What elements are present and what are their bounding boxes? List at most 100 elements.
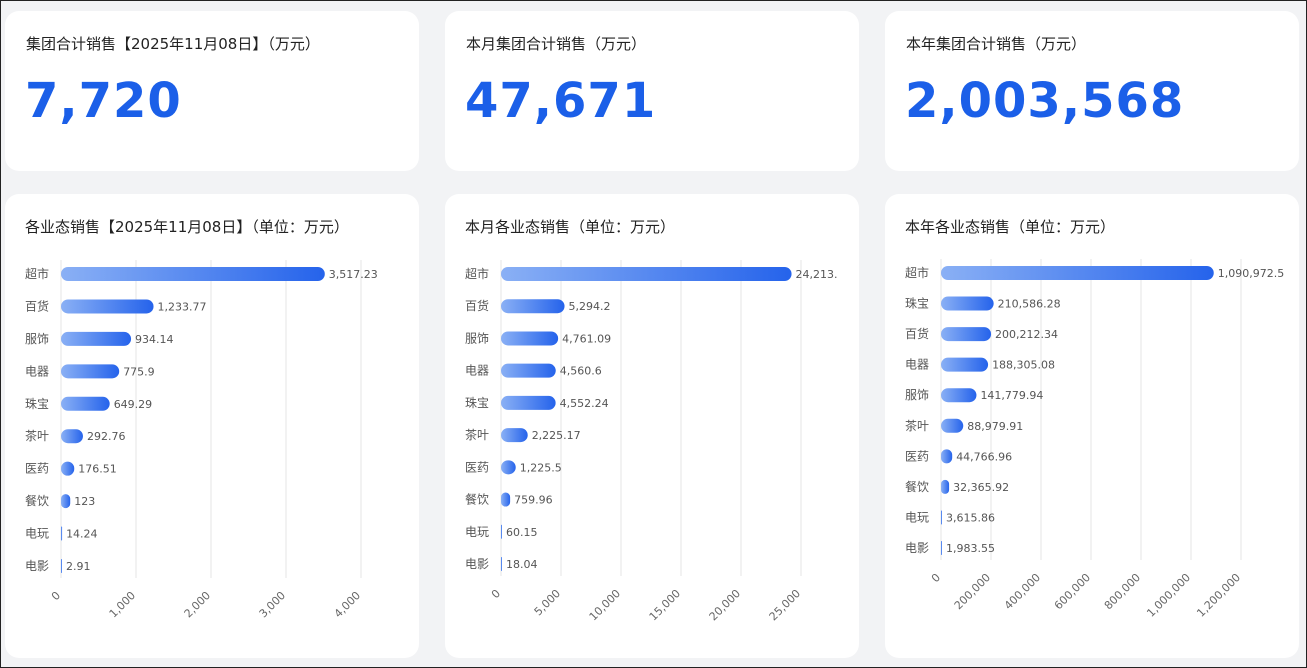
value-label: 32,365.92 bbox=[953, 481, 1009, 494]
value-label: 176.51 bbox=[78, 463, 117, 476]
category-label: 珠宝 bbox=[25, 397, 49, 411]
chart-card-monthly: 本月各业态销售（单位：万元） 0 5,000 10,000 15,000 20,000 2… bbox=[445, 194, 859, 658]
bar bbox=[61, 494, 71, 509]
bar bbox=[61, 267, 325, 281]
value-label: 4,560.6 bbox=[560, 365, 602, 378]
kpi-card-yearly: 本年集团合计销售（万元） 2,003,568 bbox=[885, 11, 1299, 171]
bar bbox=[61, 396, 110, 411]
chart-title: 本月各业态销售（单位：万元） bbox=[465, 218, 676, 236]
bar bbox=[61, 461, 75, 476]
bar bbox=[941, 479, 950, 494]
bar bbox=[501, 363, 556, 378]
bar bbox=[501, 299, 565, 314]
x-tick-label: 400,000 bbox=[1002, 571, 1043, 612]
category-label: 百货 bbox=[25, 298, 49, 313]
bar bbox=[941, 296, 994, 311]
value-label: 759.96 bbox=[514, 494, 553, 507]
value-label: 4,552.24 bbox=[560, 397, 609, 410]
category-label: 医药 bbox=[905, 449, 929, 463]
bar-chart: 0 5,000 10,000 15,000 20,000 25,000 超市 24,213. 百… bbox=[465, 260, 838, 623]
value-label: 44,766.96 bbox=[956, 450, 1012, 463]
kpi-value: 47,671 bbox=[465, 73, 657, 129]
x-tick-label: 200,000 bbox=[952, 571, 993, 612]
category-label: 超市 bbox=[905, 265, 929, 280]
category-label: 百货 bbox=[905, 326, 929, 341]
chart-card-yearly: 本年各业态销售（单位：万元） 0 200,000 400,000 600,000 800… bbox=[885, 194, 1299, 658]
value-label: 18.04 bbox=[506, 558, 538, 571]
x-tick-label: 5,000 bbox=[532, 587, 563, 618]
value-label: 1,233.77 bbox=[158, 300, 207, 313]
bar bbox=[941, 541, 942, 555]
category-label: 电影 bbox=[465, 557, 489, 571]
x-tick-label: 20,000 bbox=[707, 587, 743, 623]
x-tick-label: 1,200,000 bbox=[1194, 571, 1243, 620]
value-label: 123 bbox=[74, 495, 95, 508]
category-label: 超市 bbox=[465, 266, 489, 281]
bar bbox=[61, 526, 63, 541]
bar bbox=[61, 429, 83, 444]
category-label: 电器 bbox=[905, 358, 929, 372]
category-label: 餐饮 bbox=[905, 479, 929, 494]
category-label: 茶叶 bbox=[905, 418, 929, 433]
x-tick-label: 3,000 bbox=[257, 589, 288, 620]
value-label: 210,586.28 bbox=[998, 298, 1061, 311]
x-tick-label: 4,000 bbox=[332, 589, 363, 620]
x-tick-label: 0 bbox=[929, 571, 943, 585]
bar bbox=[61, 364, 120, 379]
kpi-title: 集团合计销售【2025年11月08日】（万元） bbox=[26, 35, 320, 53]
bar bbox=[61, 299, 154, 314]
category-label: 电影 bbox=[25, 559, 49, 573]
value-label: 2,225.17 bbox=[532, 429, 581, 442]
kpi-card-daily: 集团合计销售【2025年11月08日】（万元） 7,720 bbox=[5, 11, 419, 171]
bar bbox=[941, 327, 992, 342]
value-label: 14.24 bbox=[66, 528, 98, 541]
chart-title: 本年各业态销售（单位：万元） bbox=[905, 218, 1116, 236]
x-tick-label: 600,000 bbox=[1052, 571, 1093, 612]
bar bbox=[501, 460, 516, 475]
x-tick-label: 0 bbox=[49, 589, 63, 603]
kpi-value: 7,720 bbox=[25, 73, 182, 129]
bar bbox=[501, 557, 502, 571]
value-label: 934.14 bbox=[135, 333, 174, 346]
x-tick-label: 10,000 bbox=[587, 587, 623, 623]
value-label: 88,979.91 bbox=[967, 420, 1023, 433]
kpi-card-monthly: 本月集团合计销售（万元） 47,671 bbox=[445, 11, 859, 171]
value-label: 5,294.2 bbox=[569, 300, 611, 313]
bar bbox=[941, 510, 942, 525]
category-label: 电玩 bbox=[465, 525, 489, 539]
chart-title: 各业态销售【2025年11月08日】（单位：万元） bbox=[25, 218, 349, 236]
bar bbox=[941, 266, 1214, 280]
category-label: 服饰 bbox=[905, 388, 929, 402]
x-tick-label: 1,000,000 bbox=[1144, 571, 1193, 620]
category-label: 百货 bbox=[465, 298, 489, 313]
value-label: 2.91 bbox=[66, 560, 91, 573]
value-label: 188,305.08 bbox=[992, 359, 1055, 372]
category-label: 电玩 bbox=[905, 510, 929, 524]
x-tick-label: 800,000 bbox=[1102, 571, 1143, 612]
x-tick-label: 1,000 bbox=[107, 589, 138, 620]
category-label: 电影 bbox=[905, 541, 929, 555]
value-label: 4,761.09 bbox=[562, 332, 611, 345]
bar bbox=[501, 524, 502, 539]
value-label: 141,779.94 bbox=[980, 389, 1043, 402]
bar bbox=[941, 449, 953, 464]
bar-chart: 0 200,000 400,000 600,000 800,000 1,000,000 1,… bbox=[905, 259, 1284, 620]
category-label: 服饰 bbox=[25, 332, 49, 346]
bar bbox=[501, 395, 556, 410]
category-label: 珠宝 bbox=[905, 297, 929, 311]
x-tick-label: 25,000 bbox=[767, 587, 803, 623]
category-label: 医药 bbox=[465, 460, 489, 474]
value-label: 200,212.34 bbox=[995, 328, 1058, 341]
category-label: 餐饮 bbox=[465, 492, 489, 507]
chart-card-daily: 各业态销售【2025年11月08日】（单位：万元） 0 1,000 2,000 3,0… bbox=[5, 194, 419, 658]
value-label: 292.76 bbox=[87, 430, 126, 443]
bar bbox=[61, 331, 132, 346]
value-label: 24,213. bbox=[796, 268, 838, 281]
kpi-value: 2,003,568 bbox=[905, 73, 1185, 129]
value-label: 3,517.23 bbox=[329, 268, 378, 281]
bar bbox=[61, 559, 62, 573]
value-label: 3,615.86 bbox=[946, 511, 995, 524]
category-label: 珠宝 bbox=[465, 396, 489, 410]
category-label: 餐饮 bbox=[25, 493, 49, 508]
bar bbox=[941, 388, 977, 403]
